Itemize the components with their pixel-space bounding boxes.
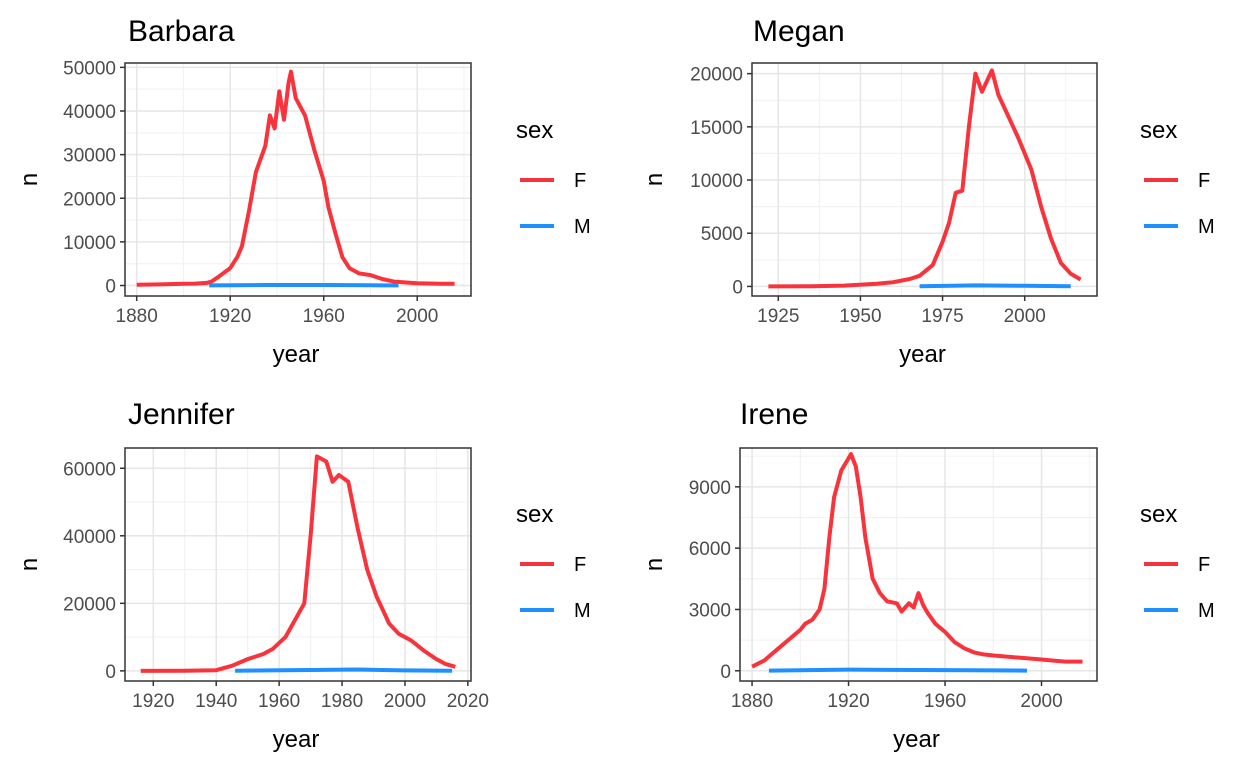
panel-irene: 1880 1920 1960 2000 0 3000 6000 9000 year n Irene s… bbox=[641, 398, 1215, 753]
x-tick-label: 1880 bbox=[116, 306, 158, 327]
x-tick-label: 1920 bbox=[132, 691, 174, 712]
legend-label-m: M bbox=[574, 600, 591, 622]
x-tick-label: 1920 bbox=[827, 691, 869, 712]
x-tick-label: 1980 bbox=[321, 691, 363, 712]
x-axis-label: year bbox=[273, 726, 320, 753]
legend-label-f: F bbox=[574, 554, 586, 576]
x-tick-label: 2020 bbox=[447, 691, 489, 712]
series-line-m bbox=[919, 283, 1071, 289]
series-line-f bbox=[768, 68, 1082, 289]
y-tick-label: 20000 bbox=[690, 65, 743, 86]
y-tick-label: 9000 bbox=[689, 478, 731, 499]
x-tick-label: 2000 bbox=[1004, 306, 1046, 327]
y-axis-label: n bbox=[641, 558, 668, 571]
legend-title: sex bbox=[1140, 117, 1177, 144]
x-tick-label: 1940 bbox=[195, 691, 237, 712]
x-tick-label: 2000 bbox=[396, 306, 438, 327]
panel-jennifer: 1920 1940 1960 1980 2000 2020 0 20000 40000 60000… bbox=[16, 398, 591, 753]
y-tick-label: 0 bbox=[732, 277, 743, 298]
plot-background bbox=[740, 448, 1097, 681]
chart-title: Barbara bbox=[128, 15, 235, 48]
y-axis-label: n bbox=[16, 558, 43, 571]
x-tick-label: 1925 bbox=[757, 306, 799, 327]
legend: sex F M bbox=[516, 117, 591, 238]
x-tick-label: 1960 bbox=[303, 306, 345, 327]
y-tick-label: 5000 bbox=[701, 224, 743, 245]
y-axis-label: n bbox=[16, 173, 43, 186]
y-tick-label: 0 bbox=[105, 277, 116, 298]
legend: sex F M bbox=[1140, 501, 1215, 622]
gridlines bbox=[125, 63, 471, 296]
y-tick-label: 50000 bbox=[63, 58, 116, 79]
y-tick-label: 15000 bbox=[690, 118, 743, 139]
legend-title: sex bbox=[1140, 501, 1177, 528]
x-tick-label: 1880 bbox=[731, 691, 773, 712]
x-tick-label: 2000 bbox=[384, 691, 426, 712]
x-tick-label: 2000 bbox=[1020, 691, 1062, 712]
legend-label-m: M bbox=[1198, 600, 1215, 622]
chart-title: Megan bbox=[753, 15, 845, 48]
x-axis-label: year bbox=[893, 726, 940, 753]
y-tick-label: 0 bbox=[105, 662, 116, 683]
y-tick-label: 40000 bbox=[63, 527, 116, 548]
series-line-f bbox=[751, 452, 1083, 669]
series-line-m bbox=[235, 667, 453, 673]
y-tick-label: 3000 bbox=[689, 600, 731, 621]
x-axis-label: year bbox=[273, 341, 320, 368]
legend-title: sex bbox=[516, 501, 553, 528]
y-tick-label: 40000 bbox=[63, 102, 116, 123]
y-tick-label: 10000 bbox=[690, 171, 743, 192]
legend-label-f: F bbox=[574, 170, 586, 192]
x-tick-label: 1975 bbox=[921, 306, 963, 327]
x-tick-label: 1950 bbox=[839, 306, 881, 327]
chart-title: Jennifer bbox=[128, 398, 235, 431]
panel-border bbox=[124, 62, 472, 297]
legend-label-m: M bbox=[1198, 216, 1215, 238]
legend: sex F M bbox=[1140, 117, 1215, 238]
panel-barbara: 1880 1920 1960 2000010000200003000040000500… bbox=[16, 15, 591, 368]
legend-title: sex bbox=[516, 117, 553, 144]
y-tick-label: 30000 bbox=[63, 146, 116, 167]
legend-label-m: M bbox=[574, 216, 591, 238]
x-tick-label: 1960 bbox=[258, 691, 300, 712]
y-tick-label: 60000 bbox=[63, 459, 116, 480]
series-line-f bbox=[136, 69, 455, 287]
y-tick-label: 20000 bbox=[63, 594, 116, 615]
panel-border bbox=[739, 447, 1098, 682]
y-tick-label: 0 bbox=[720, 662, 731, 683]
series-line-m bbox=[768, 667, 1028, 673]
panel-border bbox=[124, 447, 472, 682]
gridlines bbox=[125, 448, 471, 681]
x-tick-label: 1920 bbox=[209, 306, 251, 327]
legend-label-f: F bbox=[1198, 170, 1210, 192]
plot-background bbox=[125, 63, 471, 296]
y-tick-label: 20000 bbox=[63, 189, 116, 210]
legend: sex F M bbox=[516, 501, 591, 622]
legend-label-f: F bbox=[1198, 554, 1210, 576]
x-tick-label: 1960 bbox=[924, 691, 966, 712]
panel-megan: 1925 1950 1975 200005000100001500020000year… bbox=[641, 15, 1215, 368]
y-tick-label: 6000 bbox=[689, 539, 731, 560]
y-tick-label: 10000 bbox=[63, 233, 116, 254]
x-axis-label: year bbox=[899, 341, 946, 368]
y-axis-label: n bbox=[641, 173, 668, 186]
series-line-f bbox=[140, 454, 456, 673]
chart-title: Irene bbox=[740, 398, 808, 431]
